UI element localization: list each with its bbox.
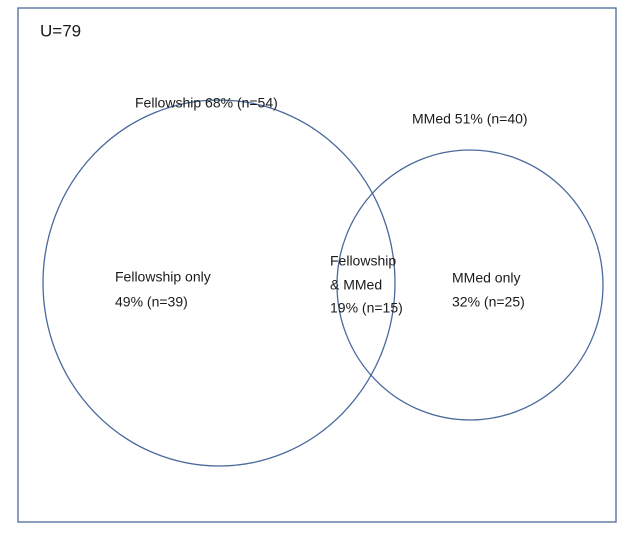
region-label: & MMed bbox=[330, 277, 382, 293]
fellowship-circle bbox=[42, 99, 396, 467]
region-label: Fellowship bbox=[330, 253, 396, 269]
universe-box bbox=[17, 7, 617, 523]
region-value: 19% (n=15) bbox=[330, 300, 403, 316]
region-value: 49% (n=39) bbox=[115, 294, 188, 310]
set-label: MMed 51% (n=40) bbox=[412, 111, 528, 127]
region-value: 32% (n=25) bbox=[452, 294, 525, 310]
mmed-circle bbox=[336, 149, 604, 421]
region-label: MMed only bbox=[452, 270, 520, 286]
region-label: Fellowship only bbox=[115, 269, 211, 285]
set-label: Fellowship 68% (n=54) bbox=[135, 95, 278, 111]
universe-label: U=79 bbox=[40, 21, 81, 40]
